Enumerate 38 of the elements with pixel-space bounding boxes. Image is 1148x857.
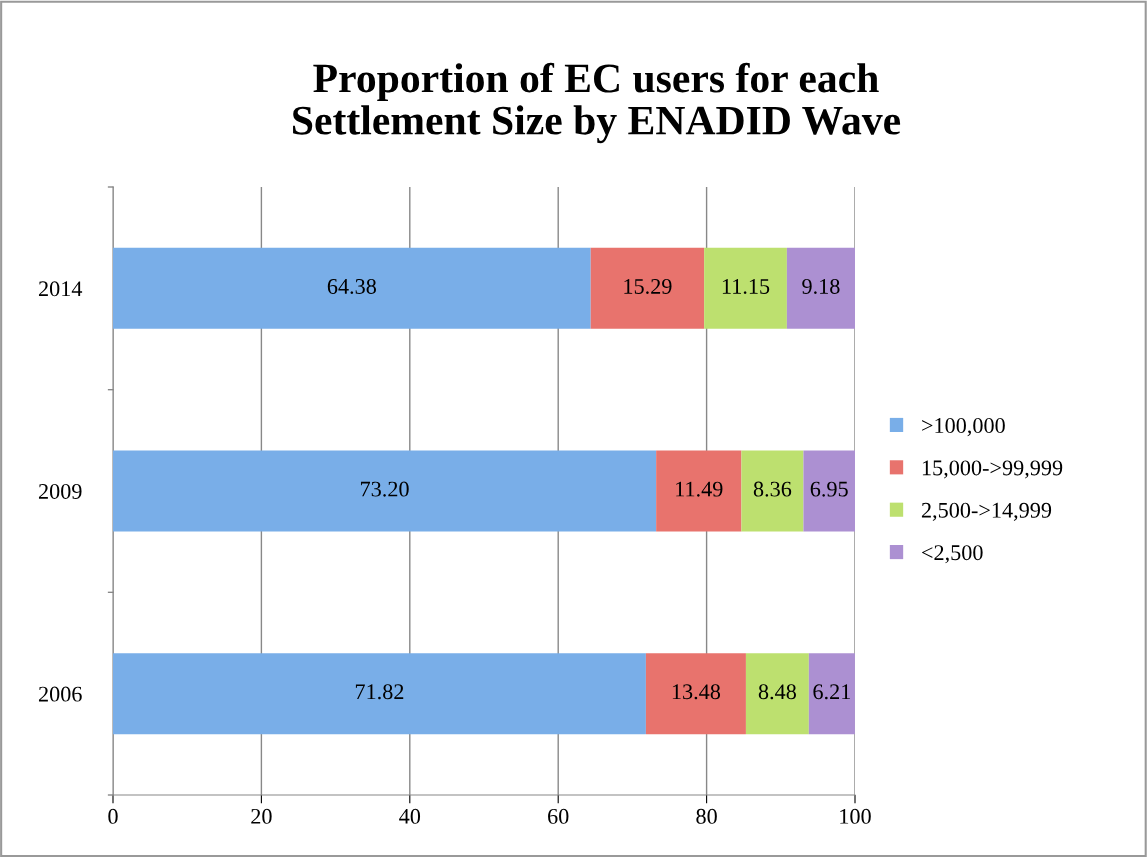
bar [656, 450, 742, 532]
data-label: 15.29 [624, 278, 672, 294]
x-tick-label: 100 [840, 808, 871, 824]
y-tick-label: 2006 [38, 686, 82, 702]
data-label: 8.36 [753, 481, 792, 497]
legend-label: >100,000 [922, 418, 1005, 437]
data-label: 6.21 [813, 684, 850, 700]
x-tick-label: 40 [399, 808, 421, 824]
y-tick-label: 2009 [38, 483, 82, 499]
bar [590, 247, 705, 329]
x-tick-label: 20 [251, 808, 272, 824]
bar [113, 653, 646, 735]
data-label: 11.49 [676, 481, 723, 497]
data-label: 13.48 [672, 684, 721, 700]
data-label: 6.95 [810, 481, 848, 497]
x-tick-label: 0 [108, 808, 118, 824]
bar [745, 653, 809, 735]
bar [803, 450, 855, 532]
bar [808, 653, 855, 735]
data-label: 73.20 [361, 481, 409, 497]
y-tick-label: 2014 [38, 281, 83, 297]
bar [786, 247, 855, 329]
bar [113, 247, 591, 329]
legend-label: 15,000->99,999 [922, 460, 1063, 479]
x-tick-label: 80 [696, 808, 717, 824]
bar [645, 653, 746, 735]
data-label: 11.15 [722, 279, 770, 294]
bar [704, 247, 787, 329]
bar [741, 450, 804, 532]
data-label: 8.48 [758, 684, 796, 700]
legend-label: 2,500->14,999 [921, 502, 1052, 521]
bar [113, 450, 657, 532]
legend-label: <2,500 [922, 545, 983, 564]
data-label: 71.82 [355, 684, 404, 700]
data-label: 9.18 [802, 278, 840, 294]
x-tick-label: 60 [548, 808, 569, 824]
data-label: 64.38 [327, 278, 376, 294]
chart-title: Proportion of EC users for each Settlement Size by ENADID Wave [293, 62, 901, 144]
